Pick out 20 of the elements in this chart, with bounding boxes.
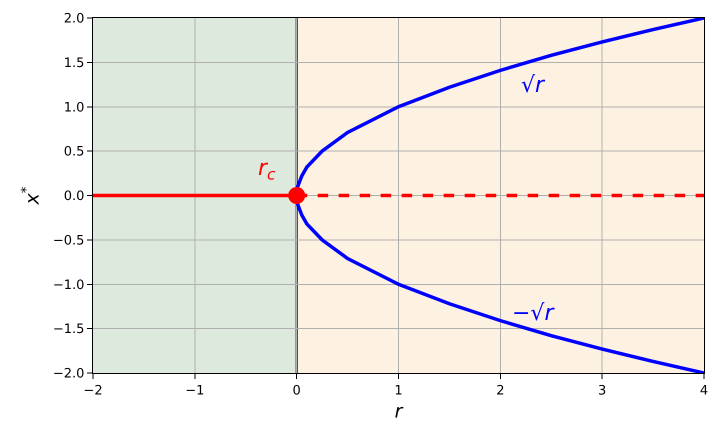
x-tick-label: −2 [83,384,103,399]
x-tick-label: −1 [185,384,204,399]
x-tick-label: 0 [292,384,301,399]
series-label: r$_{c}$ [258,156,276,184]
y-tick-label: 0.0 [64,189,84,204]
y-tick-label: 1.0 [64,100,84,116]
x-axis-title: r [394,400,404,422]
y-tick-label: 0.5 [64,144,84,160]
x-tick-label: 3 [598,384,606,399]
series-label: −√r [512,301,556,326]
x-tick-label: 2 [496,384,504,399]
y-tick-label: 2.0 [64,12,84,27]
x-tick-label: 1 [394,384,403,399]
x-tick-label: 4 [700,384,708,399]
y-tick-label: −0.5 [52,233,84,248]
y-tick-label: −1.0 [52,278,84,293]
y-tick-label: −1.5 [52,322,84,338]
y-tick-label: 1.5 [64,56,84,71]
series-label: √r [521,73,546,98]
y-tick-label: −2.0 [52,366,84,382]
